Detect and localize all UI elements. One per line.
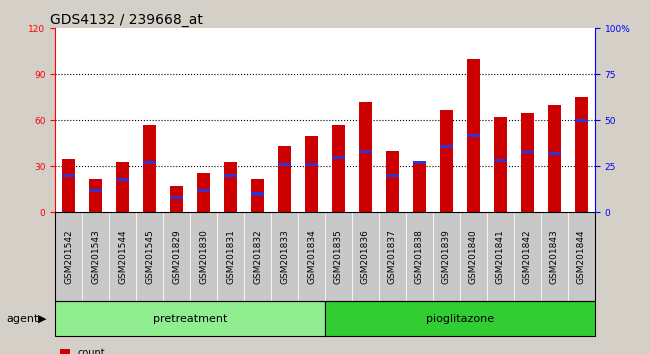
Bar: [493, 159, 507, 162]
Text: GSM201543: GSM201543: [91, 229, 100, 284]
Bar: [224, 174, 237, 177]
Bar: [521, 113, 534, 212]
Bar: [170, 196, 183, 199]
Bar: [439, 110, 453, 212]
Bar: [332, 125, 345, 212]
Text: GSM201838: GSM201838: [415, 229, 424, 284]
Bar: [62, 174, 75, 177]
Bar: [305, 163, 318, 166]
Bar: [575, 119, 588, 122]
Bar: [251, 193, 265, 195]
Text: GSM201840: GSM201840: [469, 229, 478, 284]
Bar: [116, 178, 129, 181]
Text: GDS4132 / 239668_at: GDS4132 / 239668_at: [50, 13, 203, 27]
Bar: [62, 159, 75, 212]
Text: pioglitazone: pioglitazone: [426, 314, 494, 324]
Bar: [547, 152, 561, 155]
Text: GSM201844: GSM201844: [577, 229, 586, 284]
Bar: [224, 162, 237, 212]
Bar: [143, 161, 157, 164]
Text: GSM201831: GSM201831: [226, 229, 235, 284]
Legend: count, percentile rank within the sample: count, percentile rank within the sample: [60, 348, 242, 354]
Bar: [89, 189, 103, 192]
Text: agent: agent: [6, 314, 39, 324]
Text: GSM201837: GSM201837: [388, 229, 397, 284]
Text: GSM201829: GSM201829: [172, 229, 181, 284]
Bar: [467, 59, 480, 212]
Text: GSM201833: GSM201833: [280, 229, 289, 284]
Bar: [385, 151, 399, 212]
Bar: [439, 144, 453, 148]
Bar: [305, 136, 318, 212]
Text: GSM201832: GSM201832: [253, 229, 262, 284]
Bar: [413, 163, 426, 212]
Bar: [547, 105, 561, 212]
Bar: [385, 174, 399, 177]
Text: GSM201835: GSM201835: [334, 229, 343, 284]
Bar: [278, 147, 291, 212]
Bar: [89, 179, 103, 212]
Text: pretreatment: pretreatment: [153, 314, 228, 324]
Bar: [197, 189, 211, 192]
Bar: [278, 163, 291, 166]
Text: GSM201841: GSM201841: [496, 229, 505, 284]
Bar: [143, 125, 157, 212]
Text: GSM201545: GSM201545: [145, 229, 154, 284]
Bar: [413, 161, 426, 164]
Bar: [170, 186, 183, 212]
Bar: [197, 172, 211, 212]
Bar: [116, 162, 129, 212]
Bar: [467, 133, 480, 137]
Text: GSM201544: GSM201544: [118, 229, 127, 284]
Bar: [359, 150, 372, 153]
Text: GSM201834: GSM201834: [307, 229, 316, 284]
Text: GSM201843: GSM201843: [550, 229, 559, 284]
Text: GSM201830: GSM201830: [199, 229, 208, 284]
Text: GSM201836: GSM201836: [361, 229, 370, 284]
Bar: [521, 150, 534, 153]
Bar: [332, 156, 345, 159]
Text: GSM201842: GSM201842: [523, 229, 532, 284]
Bar: [493, 117, 507, 212]
Bar: [575, 97, 588, 212]
Text: ▶: ▶: [38, 314, 47, 324]
Text: GSM201542: GSM201542: [64, 229, 73, 284]
Bar: [359, 102, 372, 212]
Text: GSM201839: GSM201839: [442, 229, 451, 284]
Bar: [251, 179, 265, 212]
